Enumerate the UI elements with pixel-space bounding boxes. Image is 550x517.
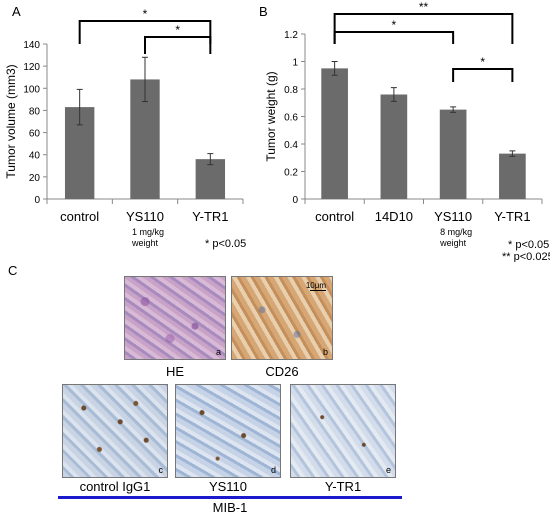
- panel-label-c: C: [8, 263, 18, 278]
- significance-note: ** p<0.025: [502, 251, 550, 262]
- tumor-weight-chart: 0 0.2 0.4 0.6 0.8 1 1.2 Tumor weight (g) control…: [264, 0, 550, 262]
- caption-ys110: YS110: [208, 479, 248, 494]
- category-label: Y-TR1: [192, 209, 228, 224]
- bar: [380, 94, 408, 199]
- y-axis-title: Tumor weight (g): [264, 71, 278, 161]
- scale-bar: 10μm: [305, 281, 326, 290]
- caption-cd26: CD26: [265, 364, 299, 379]
- histology-image-control-igg1: c: [62, 384, 168, 478]
- panel-label-a: A: [12, 4, 21, 19]
- histology-image-cd26: 10μm b: [231, 276, 333, 360]
- y-tick-label: 1.2: [284, 30, 298, 41]
- significance-bracket: [333, 13, 514, 44]
- bar: [195, 159, 226, 199]
- dose-note: 1 mg/kg: [132, 227, 164, 237]
- y-tick-label: 0: [34, 195, 40, 206]
- significance-star: *: [392, 18, 397, 32]
- y-tick-label: 120: [23, 62, 40, 73]
- significance-bracket: [78, 20, 212, 44]
- panel-label-b: B: [259, 4, 268, 19]
- bar: [499, 153, 526, 199]
- significance-star: *: [143, 7, 148, 21]
- y-tick-label: 80: [29, 106, 41, 117]
- caption-y-tr1: Y-TR1: [324, 479, 362, 494]
- mib1-group-line: [58, 496, 402, 499]
- y-axis-title: Tumor volume (mm3): [4, 64, 18, 178]
- significance-bracket: [333, 31, 455, 44]
- y-tick-label: 60: [29, 129, 41, 140]
- tumor-volume-chart: 0 20 40 60 80 100 120 140 Tumor volume (mm3) cont…: [4, 7, 246, 250]
- corner-label-b: b: [322, 347, 328, 357]
- category-label: YS110: [126, 209, 164, 224]
- corner-label-a: a: [215, 347, 221, 357]
- category-label: Y-TR1: [494, 209, 530, 224]
- significance-note: * p<0.05: [508, 239, 549, 251]
- bar: [321, 68, 348, 199]
- histology-image-ys110: d: [175, 384, 281, 478]
- significance-star: *: [175, 23, 180, 37]
- y-tick-label: 100: [23, 84, 40, 95]
- y-tick-label: 40: [29, 151, 41, 162]
- significance-bracket: [144, 36, 212, 54]
- caption-control-igg1: control IgG1: [79, 479, 151, 494]
- corner-label-c: c: [158, 465, 164, 475]
- dose-note: weight: [131, 238, 159, 248]
- category-label: control: [60, 209, 99, 224]
- significance-bracket: [452, 68, 514, 82]
- histology-image-he: a: [124, 276, 226, 360]
- y-tick-label: 0: [292, 195, 298, 206]
- corner-label-e: e: [385, 465, 391, 475]
- category-label: 14D10: [375, 209, 413, 224]
- corner-label-d: d: [270, 465, 276, 475]
- caption-mib1: MIB-1: [212, 500, 248, 515]
- dose-note: 8 mg/kg: [440, 227, 472, 237]
- y-tick-label: 0.8: [284, 85, 298, 96]
- y-tick-label: 20: [29, 173, 41, 184]
- y-tick-label: 140: [23, 40, 40, 51]
- y-tick-label: 0.2: [284, 168, 298, 179]
- category-label: control: [315, 209, 354, 224]
- y-tick-label: 0.4: [284, 140, 298, 151]
- y-tick-label: 1: [292, 58, 298, 69]
- significance-note: * p<0.05: [205, 238, 246, 250]
- category-label: YS110: [434, 209, 472, 224]
- histology-image-y-tr1: e: [290, 384, 396, 478]
- bar: [439, 109, 467, 199]
- significance-star: *: [480, 55, 485, 69]
- caption-he: HE: [165, 364, 185, 379]
- significance-star: **: [419, 0, 429, 14]
- dose-note: weight: [439, 238, 467, 248]
- y-tick-label: 0.6: [284, 113, 298, 124]
